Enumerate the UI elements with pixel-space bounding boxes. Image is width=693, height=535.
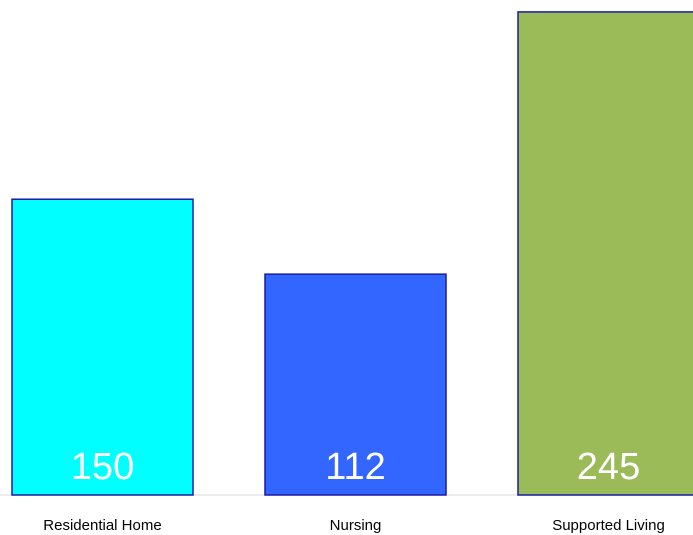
bar-nursing bbox=[264, 273, 447, 496]
value-labels-layer: 150 112 245 bbox=[71, 446, 640, 488]
bars-layer bbox=[11, 11, 693, 496]
category-label-nursing: Nursing bbox=[330, 517, 382, 534]
category-label-supported-living: Supported Living bbox=[552, 517, 665, 534]
value-label-residential-home: 150 bbox=[71, 446, 134, 488]
category-label-residential-home: Residential Home bbox=[43, 517, 161, 534]
value-label-nursing: 112 bbox=[325, 446, 386, 488]
value-label-supported-living: 245 bbox=[577, 446, 640, 488]
tick-labels-layer: Residential Home Nursing Supported Living bbox=[43, 517, 664, 534]
bar-residential-home bbox=[11, 198, 194, 496]
bar-supported-living bbox=[517, 11, 693, 496]
